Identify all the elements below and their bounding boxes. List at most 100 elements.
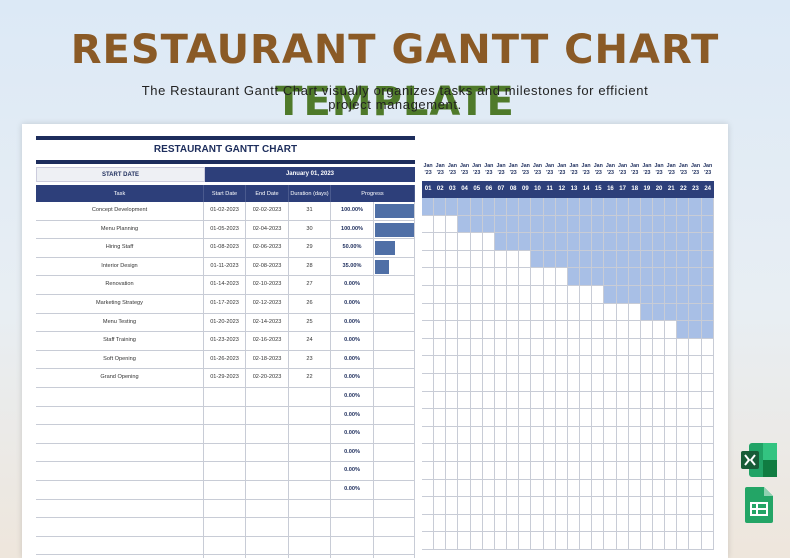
- progress-cell[interactable]: 50.00%: [331, 239, 374, 257]
- end-date-cell[interactable]: [246, 406, 289, 425]
- start-date-cell[interactable]: 01-14-2023: [204, 276, 246, 294]
- start-date-cell[interactable]: 01-02-2023: [204, 202, 246, 220]
- start-date-cell[interactable]: 01-11-2023: [204, 257, 246, 276]
- end-date-cell[interactable]: 02-16-2023: [246, 332, 289, 350]
- start-date-cell[interactable]: [204, 425, 246, 443]
- progress-cell[interactable]: 100.00%: [331, 220, 374, 239]
- progress-cell[interactable]: 0.00%: [331, 462, 374, 480]
- duration-cell[interactable]: 23: [289, 350, 331, 369]
- progress-cell[interactable]: 0.00%: [331, 276, 374, 294]
- progress-cell[interactable]: 0.00%: [331, 369, 374, 387]
- end-date-cell[interactable]: 02-14-2023: [246, 313, 289, 332]
- duration-cell[interactable]: [289, 536, 331, 555]
- start-date-cell[interactable]: 01-20-2023: [204, 313, 246, 332]
- duration-cell[interactable]: [289, 499, 331, 518]
- end-date-cell[interactable]: 02-12-2023: [246, 294, 289, 313]
- duration-cell[interactable]: [289, 443, 331, 462]
- end-date-cell[interactable]: 02-10-2023: [246, 276, 289, 294]
- end-date-cell[interactable]: [246, 480, 289, 499]
- google-sheets-icon[interactable]: [745, 487, 773, 523]
- end-date-cell[interactable]: [246, 443, 289, 462]
- duration-cell[interactable]: 31: [289, 202, 331, 220]
- duration-cell[interactable]: 24: [289, 332, 331, 350]
- start-date-cell[interactable]: [204, 387, 246, 406]
- start-date-cell[interactable]: 01-17-2023: [204, 294, 246, 313]
- task-cell[interactable]: Menu Planning: [36, 220, 204, 239]
- progress-cell[interactable]: 100.00%: [331, 202, 374, 220]
- task-cell[interactable]: [36, 555, 204, 558]
- task-cell[interactable]: [36, 518, 204, 536]
- task-cell[interactable]: [36, 425, 204, 443]
- progress-cell[interactable]: 0.00%: [331, 350, 374, 369]
- progress-cell[interactable]: 0.00%: [331, 406, 374, 425]
- progress-cell[interactable]: [331, 499, 374, 518]
- end-date-cell[interactable]: 02-04-2023: [246, 220, 289, 239]
- progress-cell[interactable]: 0.00%: [331, 332, 374, 350]
- duration-cell[interactable]: 30: [289, 220, 331, 239]
- duration-cell[interactable]: [289, 480, 331, 499]
- start-date-cell[interactable]: [204, 518, 246, 536]
- task-cell[interactable]: [36, 536, 204, 555]
- task-cell[interactable]: Interior Design: [36, 257, 204, 276]
- start-date-cell[interactable]: 01-05-2023: [204, 220, 246, 239]
- start-date-cell[interactable]: [204, 406, 246, 425]
- end-date-cell[interactable]: [246, 462, 289, 480]
- start-date-cell[interactable]: 01-23-2023: [204, 332, 246, 350]
- duration-cell[interactable]: [289, 462, 331, 480]
- duration-cell[interactable]: 25: [289, 313, 331, 332]
- task-cell[interactable]: Soft Opening: [36, 350, 204, 369]
- progress-cell[interactable]: 0.00%: [331, 294, 374, 313]
- start-date-cell[interactable]: [204, 462, 246, 480]
- start-date-cell[interactable]: [204, 555, 246, 558]
- task-cell[interactable]: [36, 406, 204, 425]
- duration-cell[interactable]: 27: [289, 276, 331, 294]
- end-date-cell[interactable]: [246, 518, 289, 536]
- task-cell[interactable]: Hiring Staff: [36, 239, 204, 257]
- end-date-cell[interactable]: 02-02-2023: [246, 202, 289, 220]
- progress-cell[interactable]: 35.00%: [331, 257, 374, 276]
- start-date-cell[interactable]: [204, 499, 246, 518]
- progress-cell[interactable]: [331, 536, 374, 555]
- progress-cell[interactable]: 0.00%: [331, 443, 374, 462]
- duration-cell[interactable]: [289, 387, 331, 406]
- start-date-cell[interactable]: [204, 480, 246, 499]
- progress-cell[interactable]: 0.00%: [331, 480, 374, 499]
- task-cell[interactable]: Menu Testing: [36, 313, 204, 332]
- start-date-cell[interactable]: 01-29-2023: [204, 369, 246, 387]
- duration-cell[interactable]: [289, 555, 331, 558]
- task-cell[interactable]: [36, 480, 204, 499]
- task-cell[interactable]: [36, 443, 204, 462]
- task-cell[interactable]: Staff Training: [36, 332, 204, 350]
- progress-cell[interactable]: [331, 518, 374, 536]
- progress-cell[interactable]: 0.00%: [331, 313, 374, 332]
- start-date-cell[interactable]: 01-08-2023: [204, 239, 246, 257]
- start-date-cell[interactable]: [204, 536, 246, 555]
- start-date-cell[interactable]: [204, 443, 246, 462]
- progress-cell[interactable]: 0.00%: [331, 425, 374, 443]
- duration-cell[interactable]: 29: [289, 239, 331, 257]
- duration-cell[interactable]: 28: [289, 257, 331, 276]
- end-date-cell[interactable]: 02-18-2023: [246, 350, 289, 369]
- end-date-cell[interactable]: [246, 425, 289, 443]
- task-cell[interactable]: [36, 462, 204, 480]
- end-date-cell[interactable]: [246, 555, 289, 558]
- task-cell[interactable]: Renovation: [36, 276, 204, 294]
- task-cell[interactable]: [36, 499, 204, 518]
- duration-cell[interactable]: 22: [289, 369, 331, 387]
- task-cell[interactable]: Concept Development: [36, 202, 204, 220]
- end-date-cell[interactable]: 02-06-2023: [246, 239, 289, 257]
- task-cell[interactable]: [36, 387, 204, 406]
- end-date-cell[interactable]: [246, 536, 289, 555]
- task-cell[interactable]: Marketing Strategy: [36, 294, 204, 313]
- end-date-cell[interactable]: 02-20-2023: [246, 369, 289, 387]
- end-date-cell[interactable]: [246, 499, 289, 518]
- duration-cell[interactable]: [289, 518, 331, 536]
- duration-cell[interactable]: 26: [289, 294, 331, 313]
- progress-cell[interactable]: [331, 555, 374, 558]
- duration-cell[interactable]: [289, 406, 331, 425]
- end-date-cell[interactable]: [246, 387, 289, 406]
- progress-cell[interactable]: 0.00%: [331, 387, 374, 406]
- start-date-value[interactable]: January 01, 2023: [205, 167, 415, 182]
- duration-cell[interactable]: [289, 425, 331, 443]
- start-date-cell[interactable]: 01-26-2023: [204, 350, 246, 369]
